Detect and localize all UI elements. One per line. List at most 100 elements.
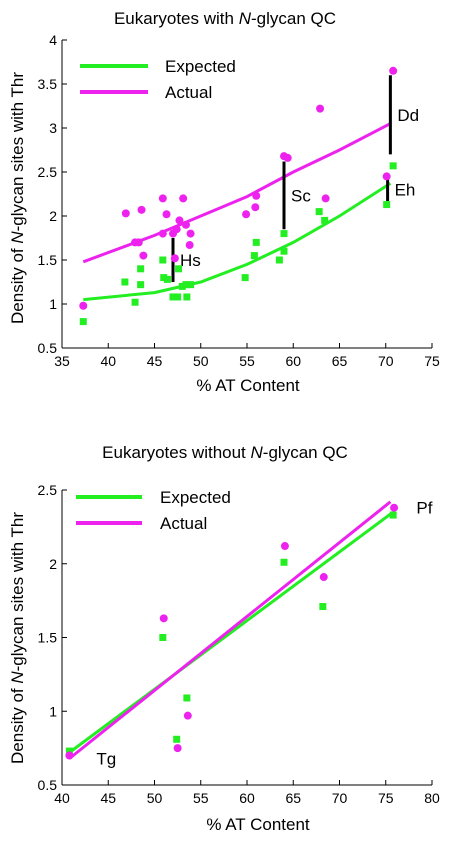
- x-axis-label: % AT Content: [196, 376, 300, 395]
- y-tick-label: 2: [49, 208, 57, 224]
- fit-line-actual: [82, 122, 392, 264]
- data-point-actual: [158, 194, 167, 203]
- data-point-expected: [187, 281, 195, 289]
- tick-group: 35 40 45 50 55 60 65 70 75 0.5 1 1.5 2 2.5 3 3.5 4: [38, 32, 440, 369]
- data-point-actual: [389, 66, 398, 75]
- x-tick-label: 60: [239, 790, 255, 806]
- fit-line-expected: [83, 182, 392, 302]
- data-point-expected: [174, 293, 182, 301]
- data-point-actual: [283, 153, 292, 162]
- species-label: Pf: [416, 499, 432, 518]
- y-tick-label: 4: [49, 32, 57, 48]
- marks-group: Hs Sc Dd Eh: [79, 66, 419, 326]
- data-point-expected: [321, 216, 329, 224]
- species-label: Hs: [180, 251, 201, 270]
- data-point-actual: [183, 711, 192, 720]
- x-tick-label: 45: [100, 790, 116, 806]
- x-tick-label: 65: [332, 353, 348, 369]
- data-point-expected: [137, 265, 145, 273]
- data-point-actual: [280, 542, 289, 551]
- data-point-actual: [179, 194, 188, 203]
- data-point-actual: [158, 229, 167, 238]
- x-tick-label: 80: [424, 790, 440, 806]
- data-point-expected: [319, 603, 327, 611]
- legend: Expected Actual: [80, 57, 236, 102]
- data-point-actual: [79, 301, 88, 310]
- data-point-actual: [170, 254, 179, 263]
- y-tick-label: 0.5: [38, 340, 58, 356]
- data-point-expected: [183, 293, 191, 301]
- data-point-expected: [275, 256, 283, 264]
- data-point-expected: [183, 694, 191, 702]
- y-tick-label: 2.5: [38, 482, 58, 498]
- x-tick-label: 65: [285, 790, 301, 806]
- y-tick-label: 1.5: [38, 252, 58, 268]
- marks-group: Tg Pf: [65, 499, 433, 769]
- data-point-expected: [241, 274, 249, 282]
- data-point-expected: [250, 252, 258, 260]
- y-tick-label: 3.5: [38, 76, 58, 92]
- data-point-expected: [280, 558, 288, 566]
- tick-group: 40 45 50 55 60 65 70 75 80 0.5 1 1.5 2 2.5: [38, 482, 440, 806]
- data-point-expected: [163, 275, 171, 283]
- data-point-expected: [160, 274, 168, 282]
- x-tick-label: 50: [193, 353, 209, 369]
- fit-line-expected: [68, 510, 394, 754]
- data-point-actual: [159, 614, 168, 623]
- data-point-expected: [389, 162, 397, 170]
- y-tick-label: 2: [49, 556, 57, 572]
- data-point-actual: [65, 751, 74, 760]
- y-tick-label: 1: [49, 703, 57, 719]
- y-tick-label: 2.5: [38, 164, 58, 180]
- species-label: Eh: [395, 181, 416, 200]
- data-point-actual: [251, 203, 260, 212]
- x-tick-label: 70: [332, 790, 348, 806]
- x-tick-label: 75: [378, 790, 394, 806]
- species-label: Sc: [291, 186, 311, 205]
- data-point-actual: [382, 172, 391, 181]
- y-tick-label: 1: [49, 296, 57, 312]
- legend: Expected Actual: [76, 488, 231, 533]
- x-tick-label: 35: [54, 353, 70, 369]
- legend-label-actual: Actual: [160, 514, 207, 533]
- data-point-actual: [175, 216, 184, 225]
- data-point-expected: [169, 293, 177, 301]
- y-tick-label: 0.5: [38, 777, 58, 793]
- legend-label-expected: Expected: [165, 57, 236, 76]
- x-tick-label: 75: [424, 353, 440, 369]
- bottom-chart: Eukaryotes without N-glycan QC Density o…: [8, 443, 440, 834]
- data-point-expected: [137, 281, 145, 289]
- data-point-expected: [121, 278, 129, 286]
- data-point-expected: [65, 747, 73, 755]
- data-point-expected: [182, 281, 190, 289]
- data-point-expected: [280, 247, 288, 255]
- data-point-actual: [172, 225, 181, 234]
- data-point-actual: [134, 238, 143, 247]
- top-chart: Eukaryotes with N-glycan QC Density of N…: [8, 9, 440, 395]
- data-point-actual: [173, 744, 182, 753]
- chart-title: Eukaryotes with N-glycan QC: [114, 9, 336, 28]
- data-point-expected: [252, 238, 260, 246]
- species-label: Dd: [397, 106, 419, 125]
- data-point-expected: [173, 735, 181, 743]
- chart-title: Eukaryotes without N-glycan QC: [102, 443, 348, 462]
- data-point-actual: [252, 191, 261, 200]
- x-axis-label: % AT Content: [206, 815, 310, 834]
- data-point-actual: [137, 205, 146, 214]
- data-point-expected: [79, 318, 87, 326]
- species-label: Tg: [96, 750, 116, 769]
- data-point-actual: [186, 229, 195, 238]
- data-point-expected: [131, 298, 139, 306]
- x-tick-label: 45: [147, 353, 163, 369]
- data-point-actual: [319, 573, 328, 582]
- data-point-expected: [315, 208, 323, 216]
- y-tick-label: 3: [49, 120, 57, 136]
- x-tick-label: 55: [193, 790, 209, 806]
- data-point-expected: [389, 511, 397, 519]
- data-point-actual: [316, 104, 325, 113]
- legend-label-actual: Actual: [165, 83, 212, 102]
- y-axis-label: Density of N-glycan sites with Thr: [8, 512, 27, 764]
- y-axis-label: Density of N-glycan sites with Thr: [8, 72, 27, 324]
- x-tick-label: 60: [285, 353, 301, 369]
- data-point-actual: [321, 194, 330, 203]
